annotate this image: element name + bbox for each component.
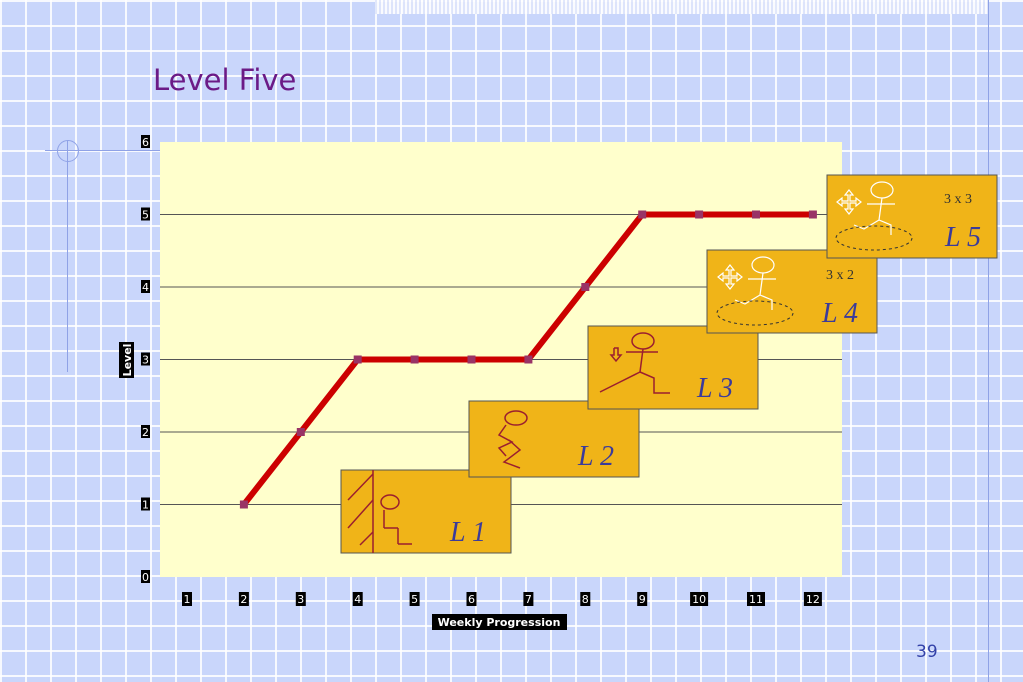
data-point [467,355,476,364]
decorative-horizontal-line [45,150,160,151]
x-tick-label: 8 [582,593,589,606]
x-tick-bg [295,592,306,606]
y-tick-bg [141,425,150,438]
right-decorative-line [988,0,989,682]
x-tick-bg [803,592,822,606]
y-axis-ticks: 0 1 2 3 4 5 6 [141,135,150,584]
y-tick-label: 2 [142,426,149,439]
x-tick-bg [690,592,709,606]
data-point [239,500,248,509]
data-point [752,210,760,219]
level-card-2: L 2 [468,400,640,478]
y-tick-label: 0 [142,571,149,584]
x-tick-bg [523,592,534,606]
y-tick-bg [141,135,150,148]
y-tick-bg [141,497,150,511]
y-tick-label: 6 [142,136,149,149]
data-point [410,355,419,364]
y-tick-bg [141,207,150,221]
decorative-circle [57,140,79,162]
top-pattern-band [375,0,988,14]
x-tick-label: 3 [297,593,304,606]
level-card-3: L 3 [587,325,759,410]
level-card-label: L 2 [577,441,614,472]
y-axis-title-group: Level [119,342,134,378]
data-point [353,355,362,364]
decorative-vertical-line [67,140,68,372]
y-tick-bg [141,570,150,583]
lunge-move-figure-icon [836,181,895,235]
data-point [638,210,647,219]
lunge-down-figure-icon [599,332,670,394]
level-card-reps: 3 x 2 [826,268,854,283]
x-tick-label: 10 [692,593,706,606]
level-card-reps: 3 x 3 [944,192,972,207]
data-point [524,355,533,364]
level-card-1: L 1 [340,469,512,554]
y-tick-label: 1 [142,499,149,512]
slide-title: Level Five [153,63,297,97]
y-tick-label: 3 [142,354,149,367]
x-tick-bg [352,592,363,606]
x-axis-title-group: Weekly Progression [432,614,567,630]
x-tick-label: 12 [806,593,820,606]
series-layer [239,210,817,509]
level-card-5: 3 x 3 L 5 [826,174,998,259]
x-tick-label: 9 [639,593,646,606]
x-tick-label: 4 [354,593,361,606]
x-tick-label: 1 [184,593,191,606]
squat-figure-icon [497,410,528,469]
lunge-move-figure-icon [717,256,776,310]
x-tick-bg [637,592,648,606]
level-card-4: 3 x 2 L 4 [706,249,878,334]
x-tick-bg [466,592,477,606]
x-axis-title: Weekly Progression [438,616,561,629]
x-tick-bg [747,592,765,606]
data-point [695,210,704,219]
x-tick-bg [182,592,192,606]
y-tick-bg [141,352,150,366]
level-card-label: L 5 [944,222,981,253]
x-axis-ticks: 1 2 3 4 5 6 7 8 9 10 11 12 [182,592,822,606]
x-tick-label: 6 [468,593,475,606]
level-card-label: L 1 [449,517,486,548]
y-tick-label: 5 [142,209,149,222]
data-point [581,283,590,291]
y-tick-bg [141,280,150,293]
level-card-label: L 4 [821,298,858,329]
x-tick-label: 5 [411,593,418,606]
x-tick-bg [238,592,249,606]
x-tick-label: 7 [525,593,532,606]
data-point [808,210,817,219]
data-point [296,428,305,436]
x-tick-bg [409,592,420,606]
page-number: 39 [916,642,938,662]
wall-sit-figure-icon [347,470,412,553]
x-tick-bg [580,592,591,606]
movement-area-icon [835,225,913,251]
movement-area-icon [716,300,794,326]
x-tick-label: 2 [240,593,247,606]
y-tick-label: 4 [142,281,149,294]
y-axis-title: Level [121,344,134,377]
x-tick-label: 11 [749,593,763,606]
level-card-label: L 3 [696,373,733,404]
